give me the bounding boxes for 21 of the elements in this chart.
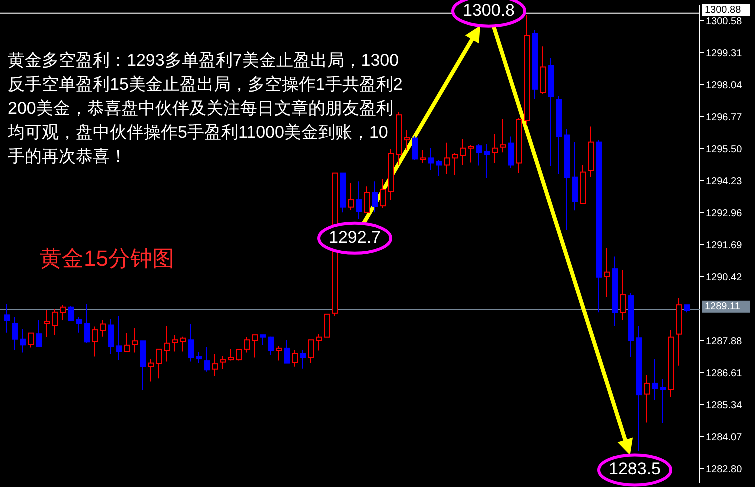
ref-line-label: 1300.88 [705,4,742,16]
y-tick-label: 1298.04 [706,80,743,92]
y-tick-label: 1300.58 [706,16,743,28]
annotation: 1292.7 [329,228,381,247]
text: 黄金15分钟图 [40,246,174,271]
y-tick-label: 1292.96 [706,208,743,220]
y-tick-label: 1287.88 [706,336,743,348]
y-tick-label: 1286.61 [706,368,743,380]
annotation: 1300.8 [463,0,515,20]
y-tick-label: 1290.42 [706,272,743,284]
y-tick-label: 1296.77 [706,112,743,124]
y-tick-label: 1294.23 [706,176,743,188]
ref-line-label: 1289.11 [705,302,741,313]
y-tick-label: 1291.69 [706,240,743,252]
annotation: 黄金多空盈利：1293多单盈利7美金止盈出局，1300反手空单盈利15美金止盈出局，多空操作1手共盈利2200美金，恭喜盘中伙伴及关注每日文章的朋友盈利均可观，盘中伙伴操作5手盈利11000美金到账，10手的再次恭喜！ [7,51,403,166]
y-tick-label: 1284.07 [706,432,743,444]
annotation: 1283.5 [609,460,661,479]
y-tick-label: 1282.80 [706,464,743,476]
y-tick-label: 1285.34 [706,400,743,412]
y-tick-label: 1299.31 [706,48,743,60]
y-tick-label: 1295.50 [706,144,743,156]
